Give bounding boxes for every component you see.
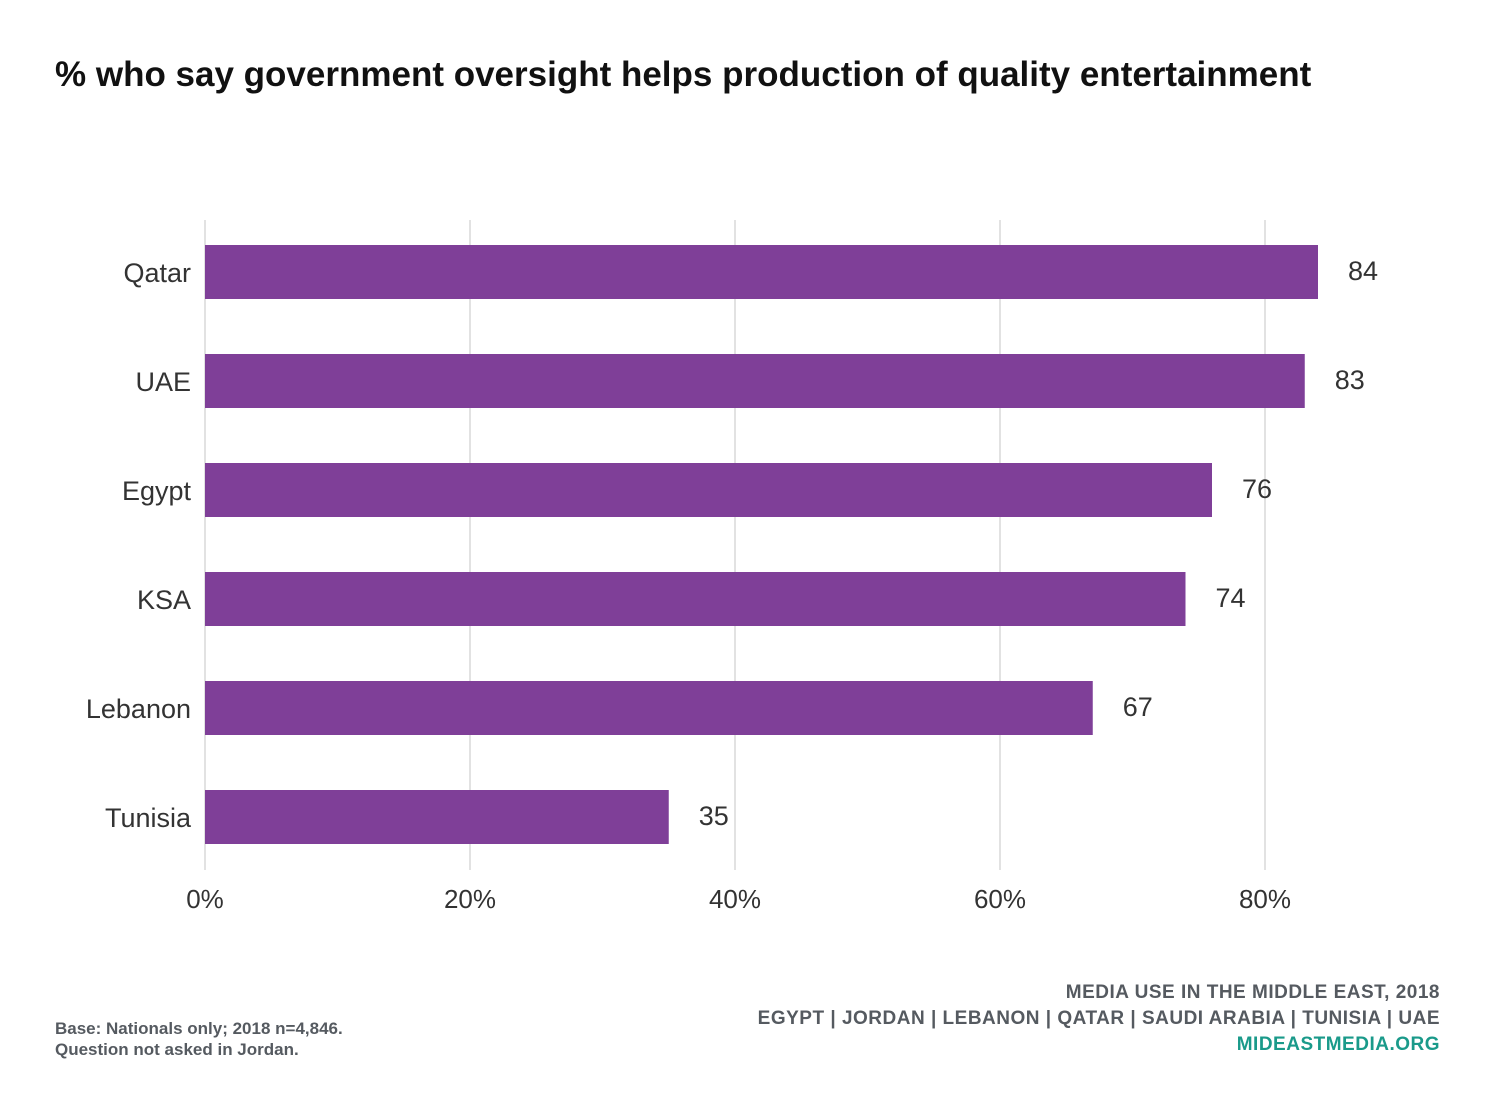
bar	[205, 790, 669, 844]
data-label: 83	[1335, 365, 1365, 395]
data-label: 35	[699, 801, 729, 831]
x-tick-label: 80%	[1239, 884, 1291, 914]
label-layer: 0% 20% 40% 60% 80% Qatar 84 UAE 83 Egypt 76 KSA 74 Le…	[86, 256, 1378, 914]
grid-layer	[204, 220, 1266, 870]
footnote-note: Question not asked in Jordan.	[55, 1040, 299, 1059]
x-tick-label: 20%	[444, 884, 496, 914]
chart-title: % who say government oversight helps pro…	[55, 55, 1312, 94]
footnote-base: Base: Nationals only; 2018 n=4,846.	[55, 1019, 343, 1038]
category-label: Egypt	[122, 476, 192, 506]
bar	[205, 681, 1093, 735]
category-label: UAE	[135, 367, 191, 397]
category-label: Qatar	[123, 258, 191, 288]
x-tick-label: 40%	[709, 884, 761, 914]
category-label: Lebanon	[86, 694, 191, 724]
x-tick-label: 60%	[974, 884, 1026, 914]
source-countries: EGYPT | JORDAN | LEBANON | QATAR | SAUDI…	[757, 1008, 1440, 1029]
source-title: MEDIA USE IN THE MIDDLE EAST, 2018	[1065, 982, 1440, 1003]
data-label: 84	[1348, 256, 1378, 286]
bar-chart: 0% 20% 40% 60% 80% Qatar 84 UAE 83 Egypt 76 KSA 74 Le…	[86, 220, 1378, 914]
x-tick-label: 0%	[186, 884, 224, 914]
category-label: KSA	[137, 585, 191, 615]
bar	[205, 354, 1305, 408]
category-label: Tunisia	[105, 803, 192, 833]
bar	[205, 463, 1212, 517]
footnote: Base: Nationals only; 2018 n=4,846. Ques…	[55, 1018, 343, 1060]
source-site-link[interactable]: MIDEASTMEDIA.ORG	[1236, 1034, 1440, 1055]
data-label: 67	[1123, 692, 1153, 722]
source-block: MEDIA USE IN THE MIDDLE EAST, 2018 EGYPT…	[758, 980, 1440, 1058]
bar	[205, 245, 1318, 299]
data-label: 74	[1216, 583, 1246, 613]
bar	[205, 572, 1186, 626]
data-label: 76	[1242, 474, 1272, 504]
bar-layer	[205, 245, 1318, 844]
